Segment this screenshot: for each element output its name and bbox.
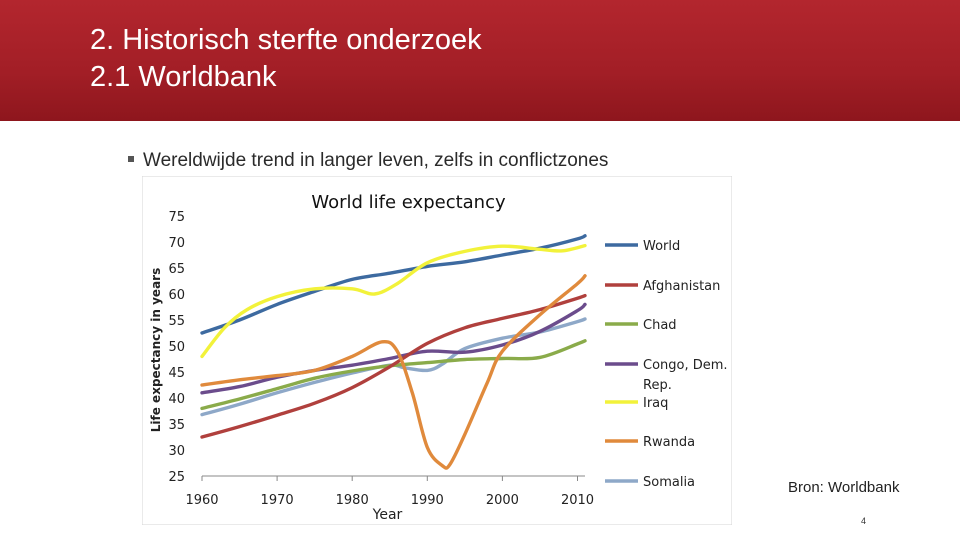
legend-label-rwanda: Rwanda	[643, 435, 695, 450]
y-tick-label: 60	[168, 288, 185, 303]
y-tick-label: 45	[168, 366, 185, 381]
y-tick-label: 25	[168, 470, 185, 485]
series-line-world	[200, 234, 587, 335]
series-line-afghanistan	[200, 293, 587, 439]
y-tick-label: 55	[168, 314, 185, 329]
y-tick-label: 75	[168, 210, 185, 225]
x-tick-label: 1990	[411, 493, 444, 508]
bullet-item: Wereldwijde trend in langer leven, zelfs…	[128, 150, 608, 172]
chart-container: World life expectancy 25 30 35 40 45 50 55 60 65 7…	[142, 176, 732, 525]
y-axis-label: Life expectancy in years	[149, 268, 163, 432]
series-line-chad	[200, 339, 587, 411]
y-tick-label: 50	[168, 340, 185, 355]
y-tick-label: 40	[168, 392, 185, 407]
y-tick-label: 65	[168, 262, 185, 277]
legend-label-world: World	[643, 239, 680, 254]
legend-label-congo-dem-rep-cont: Rep.	[643, 378, 672, 393]
x-tick-label: 2010	[561, 493, 594, 508]
series-line-iraq	[200, 243, 587, 359]
y-tick-label: 70	[168, 236, 185, 251]
x-tick-label: 2000	[486, 493, 519, 508]
legend-label-afghanistan: Afghanistan	[643, 279, 720, 294]
y-tick-label: 35	[168, 418, 185, 433]
x-tick-label: 1970	[261, 493, 294, 508]
life-expectancy-chart: World life expectancy 25 30 35 40 45 50 55 60 65 7…	[142, 176, 732, 525]
x-axis-label: Year	[372, 507, 403, 523]
source-note: Bron: Worldbank	[788, 479, 900, 496]
legend-label-iraq: Iraq	[643, 396, 668, 411]
bullet-text: Wereldwijde trend in langer leven, zelfs…	[143, 150, 609, 171]
page-number: 4	[861, 516, 867, 526]
legend-label-somalia: Somalia	[643, 475, 695, 490]
x-tick-label: 1960	[185, 493, 218, 508]
legend-label-chad: Chad	[643, 318, 677, 333]
bullet-icon	[128, 155, 134, 162]
slide-subtitle: 2.1 Worldbank	[90, 61, 277, 93]
legend-label-congo-dem-rep: Congo, Dem.	[643, 358, 728, 373]
slide-title: 2. Historisch sterfte onderzoek	[90, 24, 482, 56]
x-tick-label: 1980	[336, 493, 369, 508]
chart-title: World life expectancy	[311, 192, 506, 213]
series-line-rwanda	[200, 274, 587, 470]
title-bar: 2. Historisch sterfte onderzoek 2.1 Worl…	[0, 0, 960, 121]
y-tick-label: 30	[168, 444, 185, 459]
